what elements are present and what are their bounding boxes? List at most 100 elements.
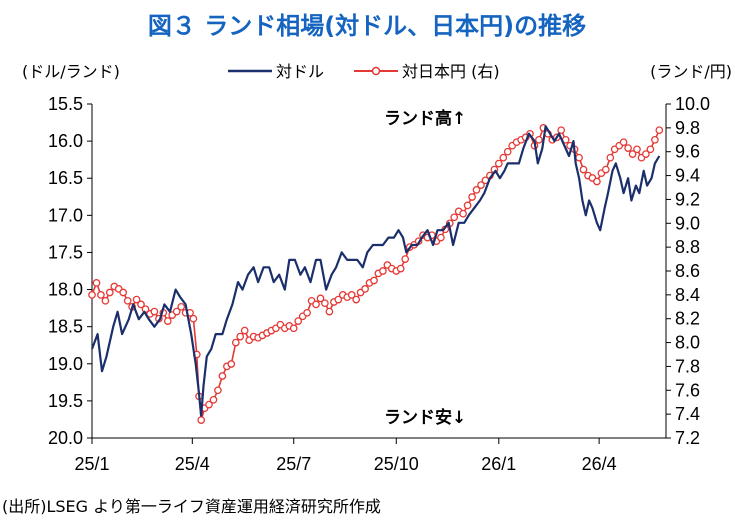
series-usd (90, 125, 661, 417)
series-marker-jpy (651, 135, 659, 144)
series-marker-jpy (321, 299, 329, 308)
series-marker-jpy (316, 294, 325, 303)
series-marker-jpy (231, 338, 240, 347)
series-marker-jpy (150, 307, 159, 316)
legend-label-usd: 対ドル (276, 62, 324, 81)
right-tick-label: 9.8 (675, 118, 700, 138)
right-tick-label: 7.2 (675, 428, 700, 448)
right-tick-label: 10.0 (675, 94, 710, 114)
series-marker-jpy (557, 126, 566, 135)
right-tick-label: 7.4 (675, 404, 700, 424)
legend-marker-jpy (371, 66, 381, 76)
series-marker-jpy (347, 291, 356, 299)
right-tick-label: 9.0 (675, 213, 700, 233)
series-marker-jpy (209, 395, 218, 404)
series-marker-jpy (503, 147, 512, 156)
series-marker-jpy (463, 201, 472, 210)
right-tick-label: 8.2 (675, 309, 700, 329)
series-marker-jpy (601, 165, 610, 174)
x-tick-label: 25/10 (374, 454, 419, 474)
series-marker-jpy (450, 213, 459, 222)
series-marker-jpy (97, 291, 105, 299)
series-marker-jpy (619, 138, 628, 147)
series-marker-jpy (189, 314, 198, 323)
right-axis-unit: (ランド/円) (650, 62, 732, 81)
left-tick-label: 18.0 (48, 280, 83, 300)
left-tick-label: 17.5 (48, 242, 83, 262)
left-tick-label: 18.5 (48, 317, 83, 337)
left-tick-label: 19.5 (48, 391, 83, 411)
series-marker-jpy (294, 317, 303, 325)
series-marker-jpy (289, 324, 298, 333)
series-marker-jpy (628, 150, 637, 158)
legend-label-jpy: 対日本円 (右) (402, 62, 500, 81)
left-tick-label: 19.0 (48, 354, 83, 374)
series-marker-jpy (163, 317, 172, 325)
annotation-rand-strong: ランド高↑ (384, 108, 466, 129)
right-tick-label: 8.4 (675, 285, 700, 305)
series-marker-jpy (370, 276, 378, 285)
series-marker-jpy (132, 295, 141, 304)
series-marker-jpy (105, 288, 114, 297)
left-axis-unit: (ドル/ランド) (22, 62, 120, 81)
series-marker-jpy (325, 307, 334, 316)
series-jpy (88, 124, 664, 424)
series-marker-jpy (361, 285, 369, 293)
series-marker-jpy (624, 144, 632, 152)
left-tick-label: 20.0 (48, 428, 83, 448)
series-marker-jpy (606, 153, 615, 162)
series-marker-jpy (88, 291, 96, 299)
series-marker-jpy (575, 153, 583, 162)
series-marker-jpy (477, 181, 485, 189)
series-marker-jpy (303, 308, 311, 317)
series-marker-jpy (472, 186, 481, 194)
series-marker-jpy (92, 279, 101, 287)
x-axis-ticks: 25/1 25/4 25/7 25/10 26/1 26/4 (74, 438, 617, 474)
right-tick-label: 8.8 (675, 237, 700, 257)
annotation-rand-weak: ランド安↓ (384, 407, 466, 428)
series-marker-jpy (101, 296, 110, 305)
x-tick-label: 26/1 (481, 454, 516, 474)
right-tick-label: 9.4 (675, 166, 700, 186)
series-marker-jpy (655, 126, 664, 135)
x-tick-label: 25/1 (74, 454, 109, 474)
legend: 対ドル 対日本円 (右) (228, 62, 500, 81)
series-marker-jpy (642, 150, 650, 158)
series-marker-jpy (177, 302, 186, 311)
series-marker-jpy (379, 267, 387, 275)
left-tick-label: 16.0 (48, 131, 83, 151)
series-marker-jpy (459, 209, 467, 218)
series-marker-jpy (240, 326, 249, 335)
x-tick-label: 25/7 (276, 454, 311, 474)
series-marker-jpy (396, 264, 405, 273)
series-marker-jpy (593, 177, 601, 186)
series-marker-jpy (633, 145, 641, 154)
series-marker-jpy (197, 416, 206, 424)
series-marker-jpy (214, 386, 222, 395)
right-axis-ticks: 10.0 9.8 9.6 9.4 9.2 9.0 8.8 8.6 8.4 8.2 8.0 7.8 7.6… (666, 94, 710, 448)
right-tick-label: 9.2 (675, 189, 700, 209)
series-marker-jpy (172, 307, 181, 316)
right-tick-label: 7.6 (675, 380, 700, 400)
source-note: (出所)LSEG より第一ライフ資産運用経済研究所作成 (2, 497, 381, 516)
series-marker-jpy (352, 295, 361, 304)
series-marker-jpy (468, 193, 476, 201)
series-marker-jpy (227, 360, 236, 368)
series-marker-jpy (236, 332, 245, 341)
series-marker-jpy (119, 288, 128, 297)
series-marker-jpy (123, 296, 132, 305)
series-marker-jpy (437, 233, 445, 242)
series-marker-jpy (312, 300, 320, 309)
left-tick-label: 15.5 (48, 94, 83, 114)
series-line-usd (90, 125, 661, 417)
series-marker-jpy (218, 372, 227, 380)
x-tick-label: 26/4 (582, 454, 617, 474)
right-tick-label: 7.8 (675, 356, 700, 376)
right-tick-label: 9.6 (675, 142, 700, 162)
left-tick-label: 17.0 (48, 205, 83, 225)
right-tick-label: 8.6 (675, 261, 700, 281)
series-marker-jpy (535, 135, 543, 144)
series-marker-jpy (494, 159, 503, 168)
left-axis-ticks: 15.5 16.0 16.5 17.0 17.5 18.0 18.5 19.0 19.5 20.0 (48, 94, 92, 448)
